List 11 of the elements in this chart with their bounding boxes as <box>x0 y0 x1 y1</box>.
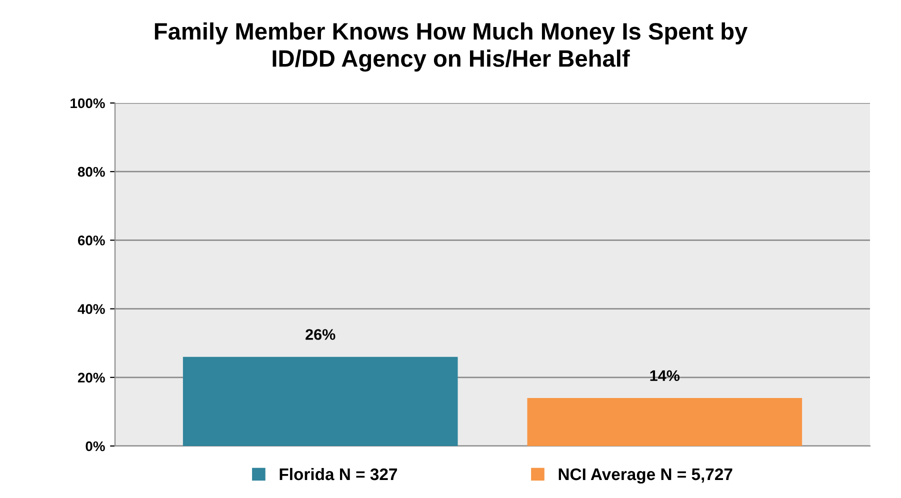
legend-label: NCI Average N = 5,727 <box>558 468 732 484</box>
data-label: 14% <box>650 370 680 382</box>
y-tick-label: 80% <box>78 166 105 177</box>
chart-title: Family Member Knows How Much Money Is Spent by ID/DD Agency on His/Her Behalf <box>154 22 748 72</box>
y-tick-label: 60% <box>78 236 105 246</box>
y-tick-label: 100% <box>70 98 105 108</box>
y-tick-label: 40% <box>78 304 105 314</box>
y-tick-label: 20% <box>78 372 105 383</box>
legend-label: Florida N = 327 <box>280 468 398 480</box>
data-label: 26% <box>306 329 336 340</box>
y-tick-label: 0% <box>86 441 105 452</box>
